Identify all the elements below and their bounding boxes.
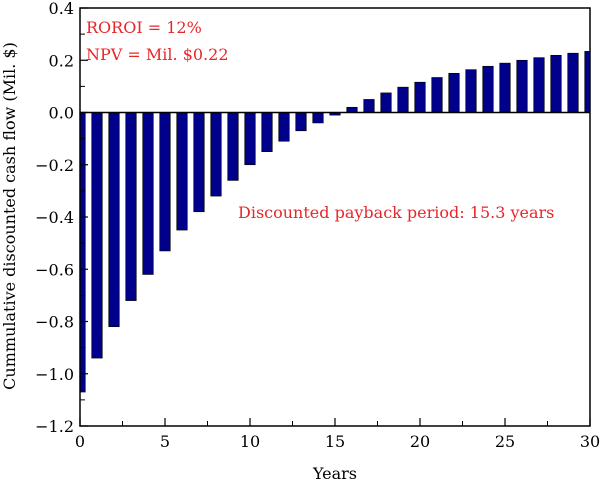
bar-year-18 bbox=[380, 92, 392, 113]
bar-year-6 bbox=[176, 112, 188, 231]
bar-year-24 bbox=[482, 65, 494, 113]
y-tick-label: −1.0 bbox=[35, 365, 74, 384]
y-axis-ticks: −1.2 −1.0 −0.8 −0.6 −0.4 −0.2 0.0 0.2 0.4 bbox=[35, 0, 88, 436]
x-tick-label: 15 bbox=[325, 432, 345, 451]
y-tick-label: 0.2 bbox=[49, 51, 74, 70]
x-axis-label: Years bbox=[312, 464, 357, 483]
y-tick-label: 0.4 bbox=[49, 0, 74, 18]
x-tick-label: 30 bbox=[580, 432, 600, 451]
x-tick-label: 0 bbox=[75, 432, 85, 451]
x-tick-label: 20 bbox=[410, 432, 430, 451]
bar-year-30 bbox=[584, 51, 591, 113]
bar-year-9 bbox=[227, 112, 239, 181]
bar-year-7 bbox=[193, 112, 205, 213]
bar-year-12 bbox=[278, 112, 290, 142]
y-tick-label: 0.0 bbox=[49, 104, 74, 123]
bar-year-4 bbox=[142, 112, 154, 275]
bar-year-26 bbox=[516, 59, 528, 113]
bar-year-2 bbox=[108, 112, 120, 328]
y-axis-label: Cummulative discounted cash flow (Mil. $… bbox=[0, 42, 19, 390]
bar-year-11 bbox=[261, 112, 273, 152]
bars-group bbox=[79, 51, 591, 393]
y-tick-label: −1.2 bbox=[35, 417, 74, 436]
bar-year-16 bbox=[346, 106, 358, 113]
y-tick-label: −0.2 bbox=[35, 156, 74, 175]
bar-year-19 bbox=[397, 86, 409, 113]
bar-year-22 bbox=[448, 73, 460, 113]
bar-year-14 bbox=[312, 112, 324, 124]
roroi-annotation: ROROI = 12% bbox=[86, 18, 202, 37]
y-tick-label: −0.6 bbox=[35, 260, 74, 279]
x-tick-label: 5 bbox=[160, 432, 170, 451]
bar-year-23 bbox=[465, 69, 477, 113]
bar-year-29 bbox=[567, 52, 579, 113]
bar-year-17 bbox=[363, 99, 375, 113]
x-tick-label: 25 bbox=[495, 432, 515, 451]
bar-year-21 bbox=[431, 77, 443, 113]
payback-annotation: Discounted payback period: 15.3 years bbox=[238, 203, 554, 222]
bar-year-5 bbox=[159, 112, 171, 252]
bar-year-3 bbox=[125, 112, 137, 301]
x-axis-ticks: 0 5 10 15 20 25 30 bbox=[75, 418, 600, 451]
bar-year-8 bbox=[210, 112, 222, 197]
bar-year-25 bbox=[499, 62, 511, 113]
bar-year-28 bbox=[550, 54, 562, 113]
x-tick-label: 10 bbox=[240, 432, 260, 451]
y-tick-label: −0.4 bbox=[35, 208, 74, 227]
bar-year-27 bbox=[533, 57, 545, 113]
npv-annotation: NPV = Mil. $0.22 bbox=[86, 45, 229, 64]
bar-year-20 bbox=[414, 81, 426, 113]
bar-year-0 bbox=[79, 112, 86, 393]
bar-year-1 bbox=[91, 112, 103, 359]
y-tick-label: −0.8 bbox=[35, 313, 74, 332]
bar-year-13 bbox=[295, 112, 307, 132]
bar-year-10 bbox=[244, 112, 256, 166]
